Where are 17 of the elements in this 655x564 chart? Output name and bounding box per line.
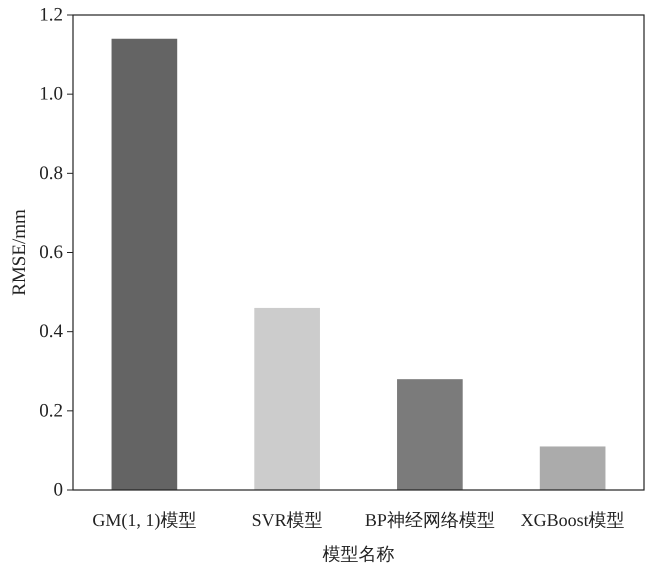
x-axis-title: 模型名称 (322, 544, 394, 564)
x-tick-label: GM(1, 1)模型 (92, 510, 196, 530)
bar (112, 38, 178, 490)
bar (540, 446, 606, 490)
y-tick-label: 1.0 (39, 84, 63, 105)
bar (254, 308, 320, 490)
bar (397, 379, 463, 490)
y-tick-label: 1.2 (39, 4, 63, 26)
x-tick-label: XGBoost模型 (520, 510, 625, 530)
x-tick-label: SVR模型 (252, 510, 323, 530)
x-tick-label: BP神经网络模型 (364, 510, 495, 530)
y-tick-label: 0.2 (39, 400, 63, 422)
y-tick-label: 0 (54, 480, 63, 500)
y-tick-label: 0.4 (39, 321, 64, 342)
y-tick-label: 0.6 (39, 242, 63, 263)
y-tick-label: 0.8 (39, 162, 63, 184)
y-axis-title: RMSE/mm (9, 208, 30, 296)
